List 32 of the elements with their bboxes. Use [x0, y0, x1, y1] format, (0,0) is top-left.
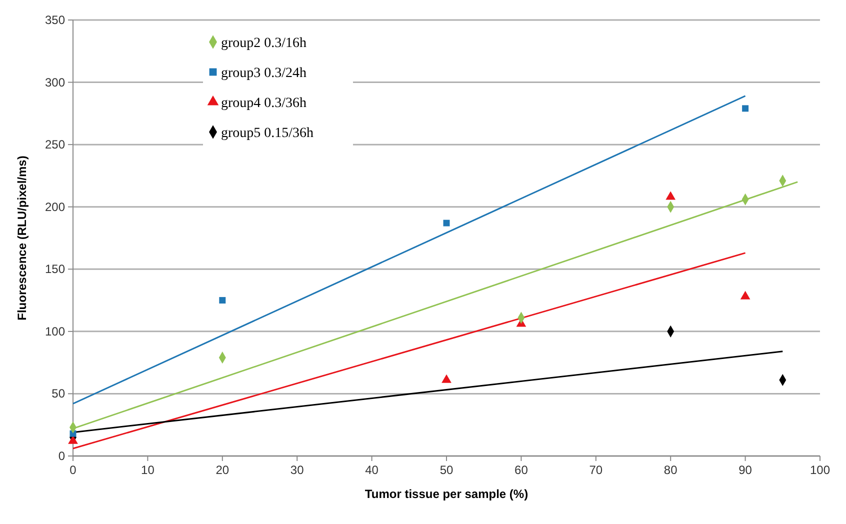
x-tick-label: 0 — [70, 463, 77, 477]
x-tick-label: 90 — [738, 463, 752, 477]
point — [666, 191, 676, 200]
x-tick-label: 100 — [810, 463, 830, 477]
x-tick-label: 30 — [290, 463, 304, 477]
x-axis-title: Tumor tissue per sample (%) — [364, 487, 528, 501]
y-tick-label: 100 — [44, 324, 66, 338]
x-tick-label: 70 — [589, 463, 603, 477]
point — [442, 374, 452, 383]
point — [68, 435, 78, 444]
point — [742, 105, 749, 112]
x-tick-label: 40 — [365, 463, 379, 477]
y-tick-label: 0 — [58, 449, 66, 463]
point — [219, 297, 226, 304]
legend-label: group2 0.3/16h — [221, 36, 307, 51]
y-tick-label: 50 — [52, 386, 66, 401]
legend-label: group5 0.15/36h — [221, 126, 314, 141]
y-tick-label: 300 — [44, 75, 66, 90]
point — [443, 220, 450, 226]
point — [740, 290, 750, 300]
x-tick-label: 50 — [440, 463, 454, 477]
y-tick-label: 200 — [44, 200, 66, 214]
y-axis-title: Fluorescence (RLU/pixel/ms) — [15, 156, 29, 320]
y-tick-label: 250 — [44, 138, 66, 152]
y-tick-label: 150 — [44, 262, 66, 276]
legend-label: group3 0.3/24h — [221, 66, 307, 81]
x-tick-label: 20 — [216, 463, 230, 477]
x-tick-label: 60 — [514, 463, 528, 477]
x-tick-label: 10 — [141, 463, 155, 477]
x-tick-label: 80 — [664, 463, 678, 477]
y-tick-label: 350 — [44, 13, 66, 27]
legend-label: group4 0.3/36h — [221, 96, 307, 111]
